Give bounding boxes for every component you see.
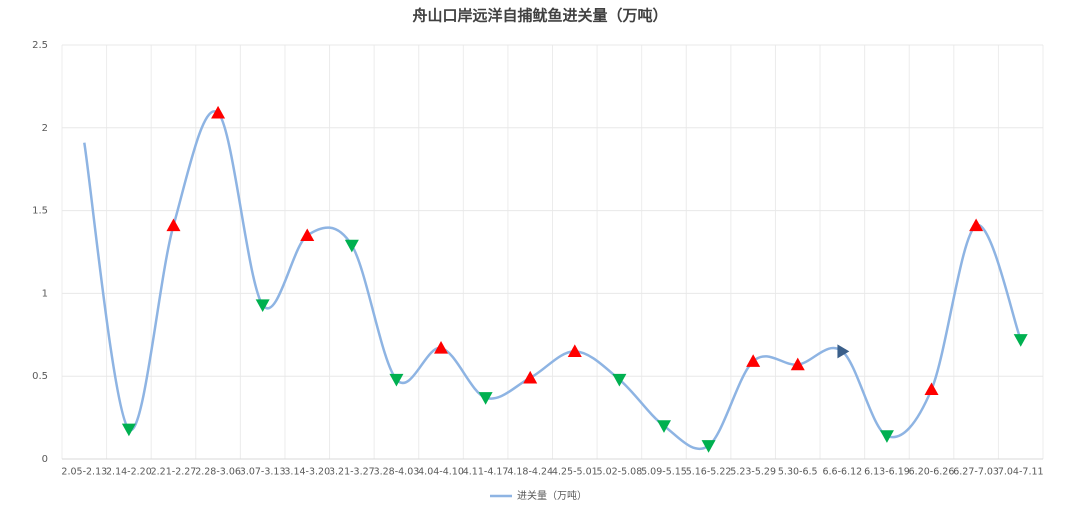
x-tick-label: 5.23-5.29: [730, 467, 776, 478]
trend-marker: [701, 440, 716, 453]
trend-marker: [790, 357, 805, 371]
x-tick-label: 6.6-6.12: [822, 467, 862, 478]
x-tick-label: 3.28-4.03: [374, 467, 420, 478]
x-tick-label: 3.07-3.13: [240, 467, 286, 478]
x-tick-label: 4.25-5.01: [552, 467, 598, 478]
x-tick-label: 6.27-7.03: [953, 467, 999, 478]
trend-marker: [344, 239, 359, 253]
trend-marker: [389, 373, 404, 387]
x-tick-label: 3.21-3.27: [329, 467, 375, 478]
trend-marker: [746, 354, 761, 367]
x-tick-label: 2.28-3.06: [195, 467, 241, 478]
trend-marker: [612, 373, 627, 387]
trend-marker: [567, 344, 582, 357]
trend-marker: [166, 218, 181, 232]
x-tick-label: 7.04-7.11: [998, 467, 1044, 478]
x-tick-label: 2.14-2.20: [106, 467, 152, 478]
y-tick-label: 1: [42, 288, 48, 299]
trend-marker: [523, 370, 538, 384]
x-tick-label: 6.20-6.26: [909, 467, 955, 478]
trend-marker: [1013, 334, 1028, 347]
trend-marker: [478, 392, 493, 405]
x-tick-label: 3.14-3.20: [284, 467, 330, 478]
trend-marker: [300, 228, 315, 242]
trend-marker: [434, 341, 449, 354]
y-tick-label: 1.5: [32, 206, 48, 217]
x-tick-label: 4.18-4.24: [507, 467, 553, 478]
y-tick-label: 2: [42, 123, 48, 134]
x-tick-label: 6.13-6.19: [864, 467, 910, 478]
x-tick-label: 2.21-2.27: [151, 467, 197, 478]
y-tick-label: 0: [42, 454, 48, 465]
y-tick-label: 2.5: [32, 40, 48, 51]
trend-marker: [969, 218, 984, 232]
trend-marker: [924, 382, 939, 396]
legend-label: 进关量（万吨）: [517, 489, 587, 502]
trend-marker: [255, 299, 270, 312]
x-tick-label: 2.05-2.13: [61, 467, 107, 478]
x-tick-label: 5.09-5.15: [641, 467, 687, 478]
trend-marker: [879, 430, 894, 443]
trend-marker: [656, 420, 671, 433]
x-tick-label: 5.16-5.22: [686, 467, 732, 478]
trend-marker: [211, 105, 226, 119]
chart-title: 舟山口岸远洋自捕鱿鱼进关量（万吨）: [412, 7, 667, 25]
trend-marker: [837, 344, 850, 359]
x-tick-label: 5.02-5.08: [597, 467, 643, 478]
line: [83, 110, 1022, 450]
x-tick-label: 4.11-4.17: [463, 467, 509, 478]
x-tick-label: 5.30-6.5: [778, 467, 818, 478]
y-tick-label: 0.5: [32, 371, 48, 382]
trend-marker: [121, 423, 136, 437]
x-tick-label: 4.04-4.10: [418, 467, 464, 478]
